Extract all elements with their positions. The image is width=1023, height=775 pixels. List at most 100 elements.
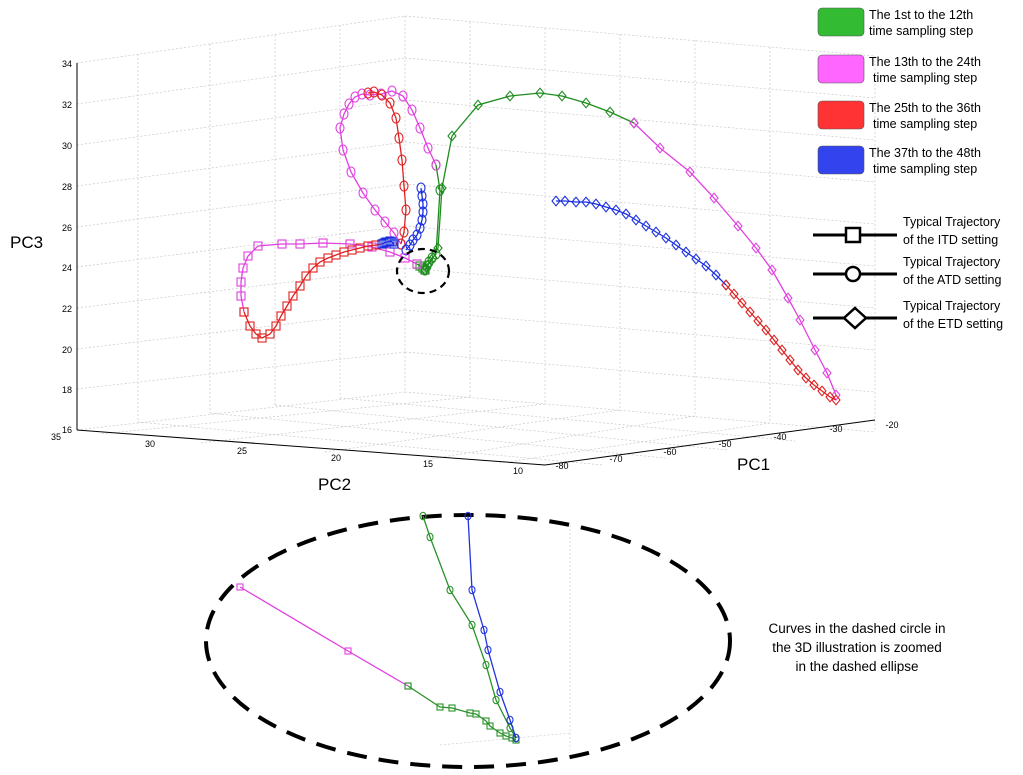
y-tick: 15 (423, 459, 433, 469)
circle-marker (426, 532, 434, 542)
circle-marker (401, 204, 411, 216)
circle-marker (391, 112, 401, 124)
diamond-marker (581, 97, 591, 109)
circle-marker (417, 190, 427, 202)
series-label: Typical Trajectory (903, 299, 1001, 313)
y-tick: 35 (51, 432, 61, 442)
phase-label: time sampling step (873, 71, 977, 85)
phase-swatch-green (817, 7, 865, 37)
square-marker (389, 239, 399, 249)
z-tick: 26 (62, 223, 72, 233)
trajectory-segment (633, 122, 837, 396)
circle-marker (339, 108, 349, 120)
circle-marker (484, 645, 492, 655)
circle-marker (399, 226, 409, 238)
circle-marker-icon (844, 265, 862, 283)
z-tick: 22 (62, 304, 72, 314)
diamond-marker (655, 142, 665, 154)
square-marker (265, 329, 275, 339)
diamond-marker (601, 201, 611, 213)
axis-lines (76, 63, 876, 466)
circle-marker (418, 198, 428, 210)
square-marker (236, 277, 246, 287)
diamond-marker (631, 214, 641, 226)
circle-marker (418, 206, 428, 218)
diamond-marker (809, 379, 819, 391)
diamond-marker (793, 364, 803, 376)
diamond-marker (581, 196, 591, 208)
y-axis-ticks: 35 30 25 20 15 10 (51, 432, 523, 476)
circle-marker (346, 166, 356, 178)
circle-marker (415, 222, 425, 234)
diamond-marker (447, 130, 457, 142)
square-marker (236, 583, 244, 591)
z-tick: 18 (62, 385, 72, 395)
square-marker (276, 311, 286, 321)
z-axis-ticks: 34 32 30 28 26 24 22 20 18 16 (62, 59, 72, 435)
series-label: Typical Trajectory (903, 255, 1001, 269)
series-label: of the ITD setting (903, 233, 998, 247)
diamond-marker (767, 264, 777, 276)
trajectory-segment (424, 92, 635, 271)
diamond-marker-icon (842, 306, 868, 330)
diamond-marker (769, 334, 779, 346)
y-tick: 10 (513, 466, 523, 476)
axes-grid (76, 15, 876, 466)
x-axis-ticks: -80 -70 -60 -50 -40 -30 -20 (555, 420, 898, 471)
z-tick: 32 (62, 100, 72, 110)
diamond-marker (560, 195, 570, 207)
square-marker (436, 703, 444, 711)
diamond-marker (831, 394, 841, 406)
diamond-marker (822, 367, 832, 379)
circle-marker (496, 687, 504, 697)
diamond-marker (591, 198, 601, 210)
phase-label: The 25th to the 36th (869, 101, 981, 115)
series-label: of the ETD setting (903, 317, 1003, 331)
circle-marker (435, 184, 445, 196)
z-axis-title: PC3 (10, 233, 43, 252)
circle-marker (398, 90, 408, 102)
diamond-marker (733, 220, 743, 232)
diamond-marker (671, 239, 681, 251)
circle-marker (396, 238, 406, 250)
circle-marker (423, 142, 433, 154)
square-marker (245, 321, 255, 331)
circle-marker (377, 89, 387, 101)
diamond-marker (745, 306, 755, 318)
square-marker (277, 239, 287, 249)
phase-label: The 37th to the 48th (869, 146, 981, 160)
square-marker (344, 647, 352, 655)
square-marker (404, 682, 412, 690)
diamond-marker (621, 208, 631, 220)
diamond-marker (433, 242, 443, 254)
circle-marker (376, 88, 386, 100)
z-tick: 16 (62, 425, 72, 435)
diamond-marker (751, 242, 761, 254)
circle-marker (394, 132, 404, 144)
circle-marker (464, 511, 472, 521)
y-tick: 30 (145, 439, 155, 449)
circle-marker (412, 229, 422, 241)
diamond-marker (551, 195, 561, 207)
phase-swatch-red (817, 100, 865, 130)
diamond-marker (785, 354, 795, 366)
circle-marker (419, 511, 427, 521)
trajectory-segment (367, 91, 407, 245)
circle-marker (369, 86, 379, 98)
circle-marker (512, 733, 520, 743)
circle-marker (492, 695, 500, 705)
zoom-region-circle (395, 247, 451, 295)
z-tick: 30 (62, 141, 72, 151)
circle-marker (468, 585, 476, 595)
phase-legend: The 1st to the 12th time sampling step T… (817, 7, 981, 176)
diamond-marker (801, 372, 811, 384)
diamond-marker (817, 385, 827, 397)
diamond-marker (605, 106, 615, 118)
trajectory-segment (240, 242, 418, 313)
x-axis-title: PC1 (737, 455, 770, 474)
trajectory-layer (236, 85, 841, 406)
square-marker (448, 704, 456, 712)
square-marker (472, 710, 480, 718)
circle-marker (431, 248, 441, 260)
phase-label: The 13th to the 24th (869, 55, 981, 69)
